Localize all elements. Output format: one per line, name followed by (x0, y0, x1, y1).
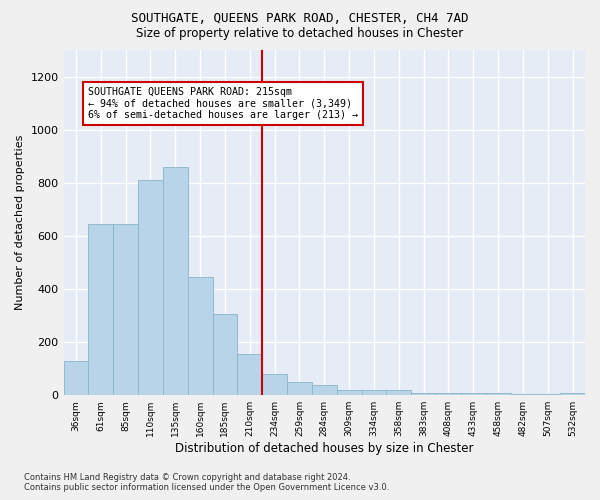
X-axis label: Distribution of detached houses by size in Chester: Distribution of detached houses by size … (175, 442, 473, 455)
Bar (262, 374, 287, 395)
Text: Contains HM Land Registry data © Crown copyright and database right 2024.
Contai: Contains HM Land Registry data © Crown c… (24, 473, 389, 492)
Bar (312, 384, 337, 395)
Bar (238, 354, 262, 395)
Bar (88, 224, 113, 395)
Bar (138, 180, 163, 395)
Bar (287, 382, 312, 395)
Y-axis label: Number of detached properties: Number of detached properties (15, 135, 25, 310)
Bar (188, 277, 212, 395)
Bar (485, 392, 511, 395)
Bar (113, 224, 138, 395)
Bar (163, 167, 188, 395)
Bar (64, 360, 88, 395)
Bar (362, 390, 386, 395)
Bar (535, 394, 560, 395)
Bar (560, 392, 585, 395)
Bar (511, 394, 535, 395)
Text: Size of property relative to detached houses in Chester: Size of property relative to detached ho… (136, 28, 464, 40)
Bar (411, 392, 436, 395)
Bar (461, 392, 485, 395)
Bar (386, 390, 411, 395)
Text: SOUTHGATE QUEENS PARK ROAD: 215sqm
← 94% of detached houses are smaller (3,349)
: SOUTHGATE QUEENS PARK ROAD: 215sqm ← 94%… (88, 87, 358, 120)
Bar (212, 314, 238, 395)
Bar (436, 392, 461, 395)
Text: SOUTHGATE, QUEENS PARK ROAD, CHESTER, CH4 7AD: SOUTHGATE, QUEENS PARK ROAD, CHESTER, CH… (131, 12, 469, 26)
Bar (337, 390, 362, 395)
